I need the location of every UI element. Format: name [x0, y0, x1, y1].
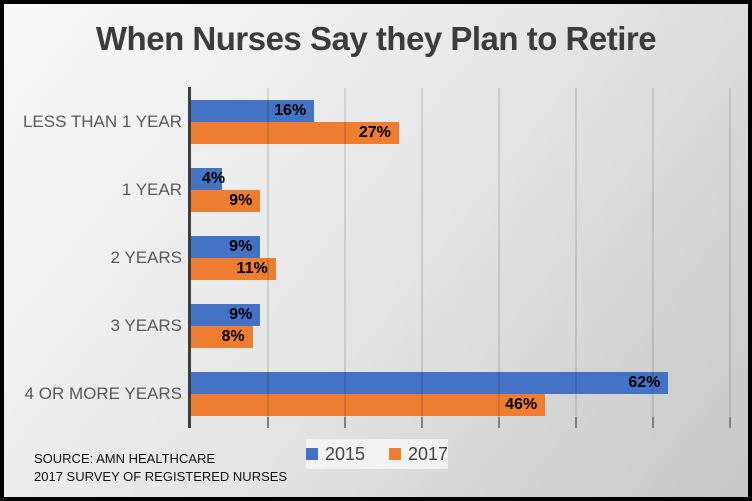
- gridline: [729, 88, 731, 417]
- category-axis-line: [188, 87, 191, 428]
- axis-tick: [267, 417, 269, 428]
- bar-2015-less-than-1-year: 16%: [191, 100, 315, 122]
- bar-2017-4-or-more-years: 46%: [191, 394, 546, 416]
- axis-tick: [652, 417, 654, 428]
- bar-2017-less-than-1-year: 27%: [191, 122, 399, 144]
- axis-tick: [344, 417, 346, 428]
- data-label: 9%: [229, 306, 253, 323]
- gridline: [498, 88, 500, 417]
- gridline: [652, 88, 654, 417]
- axis-tick: [729, 417, 731, 428]
- data-label: 4%: [202, 170, 226, 187]
- source-line-2: 2017 SURVEY OF REGISTERED NURSES: [34, 468, 288, 484]
- axis-tick: [575, 417, 577, 428]
- bar-2015-4-or-more-years: 62%: [191, 372, 669, 394]
- data-label: 9%: [229, 192, 253, 209]
- legend-item-2017: 2017: [389, 445, 448, 463]
- legend-label-2015: 2015: [324, 444, 365, 464]
- category-label: 1 YEAR: [121, 180, 182, 199]
- data-label: 46%: [505, 396, 538, 413]
- data-label: 9%: [229, 238, 253, 255]
- data-label: 62%: [628, 374, 661, 391]
- gridline: [575, 88, 577, 417]
- gridline: [421, 88, 423, 417]
- category-label: 3 YEARS: [110, 316, 182, 335]
- plot-area: LESS THAN 1 YEAR 16% 27% 1 YEAR 4% 9% 2 YEARS 9…: [4, 4, 748, 497]
- legend-label-2017: 2017: [408, 444, 449, 464]
- bar-2015-3-years: 9%: [191, 304, 261, 326]
- source-note: SOURCE: AMN HEALTHCARE 2017 SURVEY OF RE…: [34, 450, 287, 485]
- legend-swatch-2017-icon: [389, 448, 401, 460]
- data-label: 11%: [236, 260, 268, 277]
- bar-2017-1-year: 9%: [191, 190, 261, 212]
- bar-2015-1-year: 4%: [191, 168, 226, 190]
- gridline: [344, 88, 346, 417]
- bar-2017-2-years: 11%: [191, 258, 276, 280]
- data-label: 16%: [274, 102, 307, 119]
- chart-title: When Nurses Say they Plan to Retire: [95, 20, 657, 57]
- legend-swatch-2015-icon: [305, 448, 318, 460]
- gridline: [267, 88, 269, 417]
- data-label: 8%: [221, 328, 245, 345]
- legend-item-2015: 2015: [305, 444, 365, 464]
- category-label: 4 OR MORE YEARS: [24, 384, 182, 403]
- bar-2015-2-years: 9%: [191, 236, 261, 258]
- axis-tick: [498, 417, 500, 428]
- source-line-1: SOURCE: AMN HEALTHCARE: [34, 451, 216, 466]
- category-label: 2 YEARS: [110, 248, 182, 267]
- legend: 2015 2017: [305, 439, 448, 469]
- data-label: 27%: [358, 124, 391, 141]
- category-label: LESS THAN 1 YEAR: [22, 112, 182, 131]
- bar-2017-3-years: 8%: [191, 326, 253, 348]
- axis-tick: [421, 417, 423, 428]
